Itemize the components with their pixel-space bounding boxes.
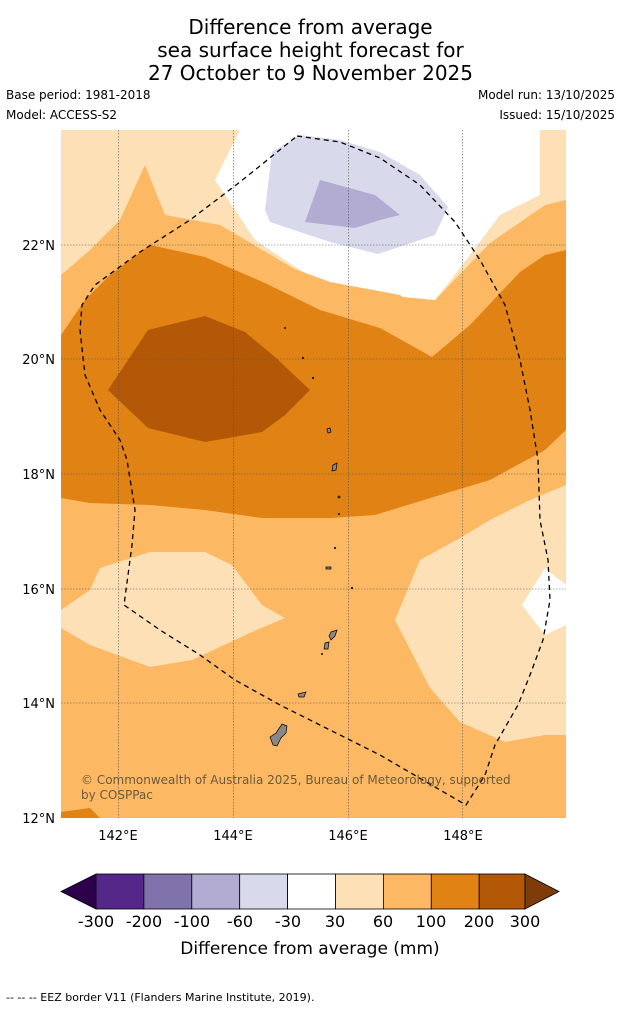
island-agrihan [326,427,332,434]
colorbar-segment [191,873,241,910]
contour-map: © Commonwealth of Australia 2025, Bureau… [61,130,566,818]
lon-label: 146°E [328,829,368,844]
island-saipan [328,629,338,641]
colorbar-tick: 300 [510,912,541,931]
islands [269,326,354,747]
lat-label: 14°N [22,697,55,712]
colorbar-title: Difference from average (mm) [180,939,439,959]
issued-label: Issued: 15/10/2025 [499,108,615,122]
colorbar-tick: -300 [78,912,114,931]
lat-labels: 22°N 20°N 18°N 16°N 14°N 12°N [22,239,55,827]
model-label: Model: ACCESS-S2 [6,108,118,122]
colorbar-ticks: -300 -200 -100 -60 -30 30 60 100 200 300 [78,912,540,931]
contour-200-300 [108,316,310,442]
gridlines [61,130,566,818]
island-rota [297,691,307,698]
lat-label: 20°N [22,353,55,368]
lat-label: 22°N [22,239,55,254]
model-run-label: Model run: 13/10/2025 [477,88,615,102]
colorbar-tick: -60 [227,912,253,931]
colorbar-tick: -100 [174,912,210,931]
colorbar-tick: -30 [275,912,301,931]
colorbar-segment [430,873,480,910]
contour-100-200 [61,245,566,518]
contour-30-60-southeast [395,485,566,742]
title-line-3: 27 October to 9 November 2025 [147,61,474,85]
island-tinian [323,641,330,650]
lon-labels: 142°E 144°E 146°E 148°E [98,829,483,844]
colorbar [60,873,560,910]
contour-minus100-minus60 [305,180,400,228]
colorbar-segment [382,873,432,910]
colorbar-segment [287,873,336,910]
copyright-line-1: © Commonwealth of Australia 2025, Bureau… [81,773,511,787]
lat-label: 18°N [22,468,55,483]
eez-border [79,135,551,806]
contour-100-200-corner [61,808,100,818]
lat-label: 16°N [22,583,55,598]
lat-label: 12°N [22,812,55,827]
lon-label: 148°E [443,829,483,844]
contour-30-60-southwest [61,552,285,667]
eez-footnote: -- -- -- EEZ border V11 (Flanders Marine… [6,991,315,1004]
colorbar-tick: -200 [126,912,162,931]
colorbar-segment [335,873,384,910]
colorbar-tick: 60 [373,912,393,931]
colorbar-segment [478,873,526,910]
colorbar-segment [239,873,288,910]
island-anatahan [325,566,332,570]
title-line-2: sea surface height forecast for [157,38,464,62]
map-title: Difference from average sea surface heig… [0,16,621,85]
lon-label: 142°E [98,829,138,844]
base-period-label: Base period: 1981-2018 [6,88,151,102]
colorbar-segment [143,873,193,910]
colorbar-segment [95,873,145,910]
lon-label: 144°E [213,829,253,844]
island-pagan [331,462,338,472]
colorbar-tick: 30 [325,912,345,931]
colorbar-arrow-high [524,873,560,910]
copyright-line-2: by COSPPac [81,788,153,802]
colorbar-arrow-low [60,873,97,910]
title-line-1: Difference from average [188,15,433,39]
island-guam [269,723,288,747]
contour-neutral-southeast [522,568,566,635]
colorbar-tick: 200 [464,912,495,931]
colorbar-tick: 100 [416,912,447,931]
